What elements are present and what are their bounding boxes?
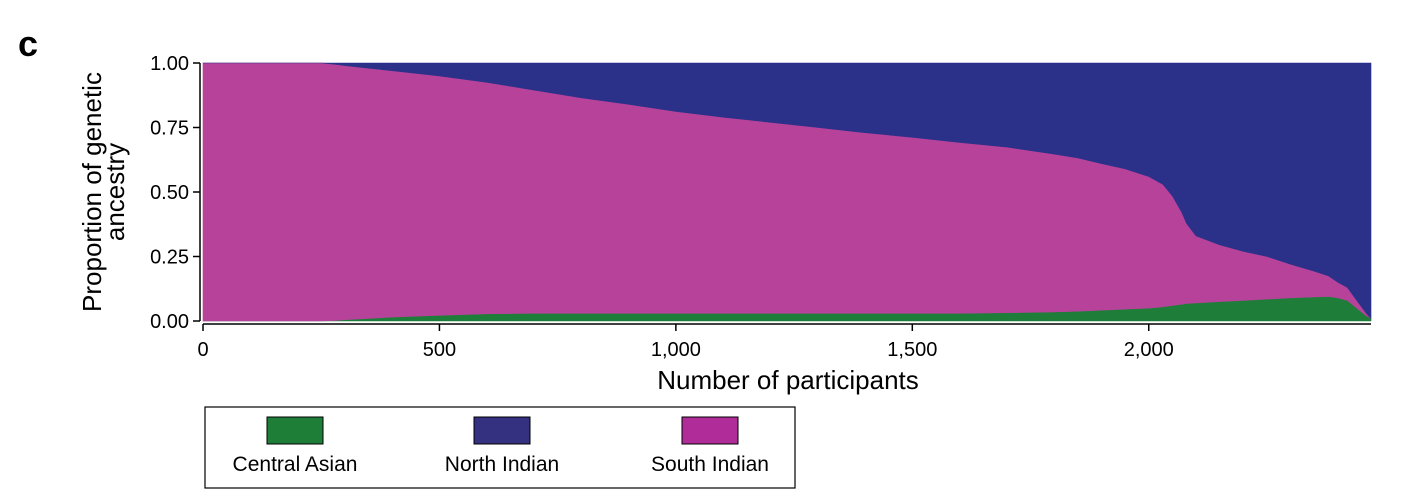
y-tick-label: 0.50 bbox=[150, 182, 189, 204]
x-tick-label: 1,500 bbox=[887, 339, 937, 361]
legend-label-south-indian: South Indian bbox=[651, 453, 769, 476]
plot-area bbox=[202, 62, 1372, 322]
x-tick-label: 2,000 bbox=[1124, 339, 1174, 361]
y-tick-label: 0.75 bbox=[150, 118, 189, 140]
panel-label: c bbox=[18, 23, 38, 64]
y-tick-label: 1.00 bbox=[150, 53, 189, 75]
y-axis-title-line-2: ancestry bbox=[100, 143, 130, 241]
x-axis: 0 500 1,000 1,500 2,000 bbox=[197, 323, 1371, 361]
legend: Central Asian North Indian South Indian bbox=[204, 406, 796, 489]
legend-item-north-indian: North Indian bbox=[445, 416, 559, 476]
x-tick-label: 1,000 bbox=[651, 339, 701, 361]
y-axis-title: Proportion of genetic ancestry bbox=[77, 72, 130, 312]
x-tick-label: 0 bbox=[197, 339, 208, 361]
x-tick-label: 500 bbox=[423, 339, 456, 361]
legend-label-central-asian: Central Asian bbox=[233, 453, 358, 476]
y-tick-label: 0.25 bbox=[150, 247, 189, 269]
legend-swatch-central-asian bbox=[266, 416, 324, 445]
x-axis-title: Number of participants bbox=[657, 365, 919, 395]
y-axis-title-line-1: Proportion of genetic bbox=[77, 72, 107, 312]
legend-label-north-indian: North Indian bbox=[445, 453, 559, 476]
legend-swatch-south-indian bbox=[681, 416, 739, 445]
y-tick-label: 0.00 bbox=[150, 311, 189, 333]
y-axis: 0.00 0.25 0.50 0.75 1.00 bbox=[150, 53, 201, 333]
legend-item-south-indian: South Indian bbox=[651, 416, 769, 476]
area-north-indian bbox=[203, 62, 1372, 320]
legend-item-central-asian: Central Asian bbox=[233, 416, 358, 476]
legend-swatch-north-indian bbox=[473, 416, 531, 445]
